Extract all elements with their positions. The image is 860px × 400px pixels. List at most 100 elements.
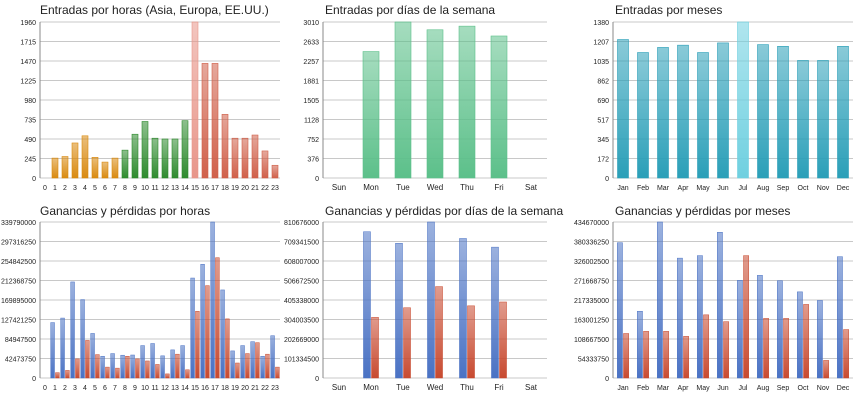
- bar: [490, 35, 508, 179]
- x-tick-label: Dec: [837, 185, 850, 192]
- x-tick-label: Thu: [460, 383, 474, 392]
- gain-bar: [150, 343, 155, 379]
- gain-bar: [60, 317, 65, 379]
- y-tick-label: 608007000: [284, 259, 319, 266]
- bar: [837, 46, 849, 179]
- loss-bar: [623, 333, 629, 379]
- chart-svg: 0 101334500 202669000 304003500 405338000 506…: [284, 220, 547, 392]
- y-tick-label: 2257: [303, 59, 319, 66]
- y-tick-label: 690: [597, 98, 609, 105]
- y-tick-label: 1380: [593, 20, 609, 27]
- y-tick-label: 0: [605, 176, 609, 183]
- bar: [101, 161, 109, 179]
- x-tick-label: Sun: [332, 183, 346, 192]
- y-tick-label: 0: [315, 176, 319, 183]
- loss-bar: [763, 318, 769, 379]
- x-tick-label: 9: [133, 385, 137, 392]
- y-tick-label: 202669000: [284, 337, 319, 344]
- y-tick-label: 54333750: [578, 357, 609, 364]
- y-tick-label: 0: [605, 376, 609, 383]
- loss-bar: [499, 301, 507, 379]
- loss-bar: [823, 360, 829, 379]
- gain-bar: [717, 232, 723, 379]
- y-tick-label: 1035: [593, 59, 609, 66]
- chart-panel-pnl-weekdays: Ganancias y pérdidas por días de la sema…: [284, 200, 575, 400]
- y-tick-label: 345: [597, 137, 609, 144]
- y-tick-label: 326002500: [574, 259, 609, 266]
- y-tick-label: 1960: [20, 20, 36, 27]
- x-tick-label: 9: [133, 185, 137, 192]
- gain-bar: [240, 345, 245, 379]
- x-tick-label: Jul: [739, 385, 748, 392]
- y-tick-label: 2633: [303, 40, 319, 47]
- x-tick-label: 15: [191, 185, 199, 192]
- y-tick-label: 127421250: [1, 318, 36, 325]
- bar: [757, 44, 769, 179]
- x-tick-label: Sep: [777, 385, 790, 392]
- y-tick-label: 1505: [303, 98, 319, 105]
- x-tick-label: 5: [93, 185, 97, 192]
- loss-bar: [643, 331, 649, 379]
- y-tick-label: 980: [24, 98, 36, 105]
- gain-bar: [617, 242, 623, 379]
- loss-bar: [403, 307, 411, 379]
- gain-bar: [459, 238, 467, 379]
- y-tick-label: 0: [32, 376, 36, 383]
- x-tick-label: 14: [181, 385, 189, 392]
- x-tick-label: 10: [141, 385, 149, 392]
- loss-bar: [155, 364, 160, 379]
- gain-bar: [190, 277, 195, 379]
- x-tick-label: 13: [171, 185, 179, 192]
- y-tick-label: 297316250: [1, 240, 36, 247]
- bar: [151, 137, 159, 179]
- loss-bar: [215, 257, 220, 379]
- chart-svg: 0 172 345 517 690 862 1035 1207 1380 Jan Feb Mar Apr…: [593, 20, 853, 192]
- y-tick-label: 245: [24, 157, 36, 164]
- loss-bar: [783, 318, 789, 379]
- x-tick-label: Wed: [427, 383, 443, 392]
- y-tick-label: 1470: [20, 59, 36, 66]
- x-tick-label: 19: [231, 385, 239, 392]
- loss-bar: [145, 360, 150, 379]
- y-tick-label: 108667500: [574, 337, 609, 344]
- bar: [231, 137, 239, 179]
- gain-bar: [777, 280, 783, 379]
- chart-panel-pnl-hours: Ganancias y pérdidas por horas 0 42473750…: [0, 200, 285, 400]
- bar: [271, 164, 279, 179]
- x-tick-label: 20: [241, 185, 249, 192]
- chart-title: Ganancias y pérdidas por días de la sema…: [325, 204, 564, 218]
- x-tick-label: May: [696, 385, 710, 392]
- y-tick-label: 1225: [20, 79, 36, 86]
- x-tick-label: Jul: [739, 185, 748, 192]
- chart-svg: 0424737508494750012742125016989500021236…: [1, 220, 280, 392]
- bar: [637, 52, 649, 179]
- x-tick-label: 15: [191, 385, 199, 392]
- gain-bar: [363, 231, 371, 379]
- loss-bar: [195, 311, 200, 379]
- bar: [181, 120, 189, 179]
- loss-bar: [843, 329, 849, 379]
- x-tick-label: 1: [53, 385, 57, 392]
- bar: [161, 138, 169, 179]
- x-tick-label: 12: [161, 385, 169, 392]
- x-tick-label: 22: [261, 385, 269, 392]
- x-tick-label: 5: [93, 385, 97, 392]
- bar: [71, 142, 79, 179]
- gain-bar: [220, 289, 225, 379]
- y-tick-label: 1207: [593, 40, 609, 47]
- loss-bar: [165, 373, 170, 379]
- y-tick-label: 339790000: [1, 220, 36, 227]
- bar: [121, 149, 129, 179]
- x-tick-label: 0: [43, 385, 47, 392]
- gain-bar: [180, 345, 185, 379]
- gain-bar: [395, 243, 403, 379]
- gain-bar: [250, 341, 255, 379]
- loss-bar: [115, 367, 120, 379]
- gain-bar: [100, 355, 105, 379]
- gain-bar: [427, 221, 435, 379]
- chart-title: Entradas por horas (Asia, Europa, EE.UU.…: [40, 3, 269, 17]
- chart-title: Entradas por días de la semana: [325, 3, 496, 17]
- x-tick-label: 17: [211, 185, 219, 192]
- x-tick-label: 10: [141, 185, 149, 192]
- x-tick-label: Wed: [427, 183, 443, 192]
